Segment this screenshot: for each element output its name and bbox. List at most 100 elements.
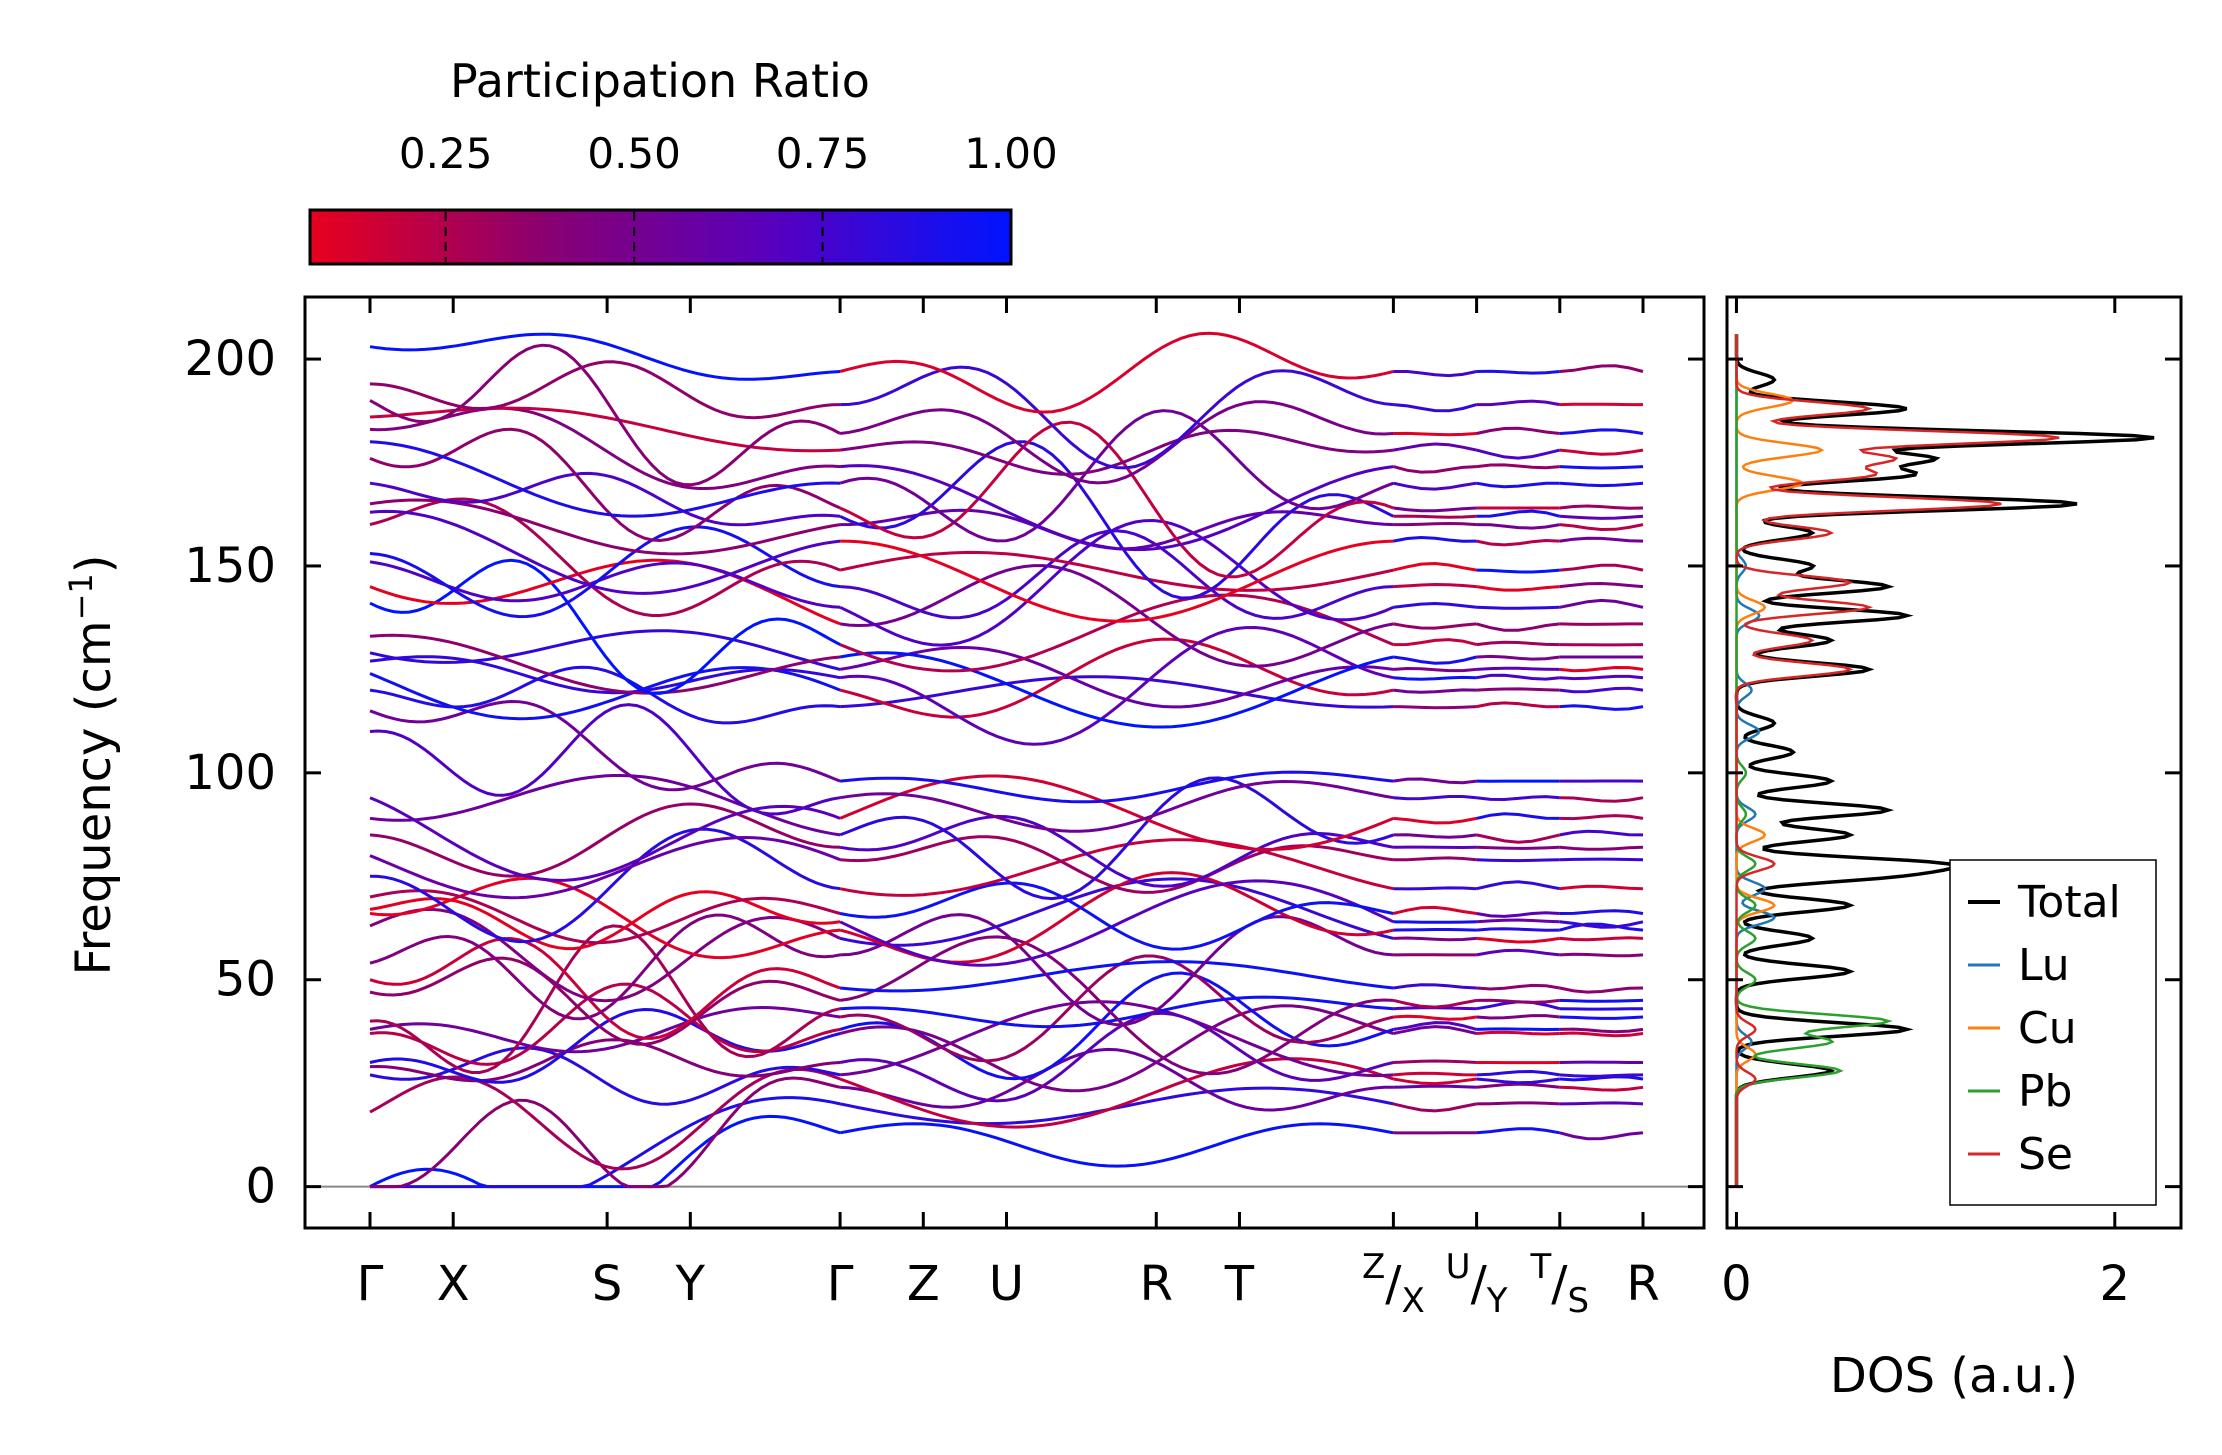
colorbar-tick-labels: 0.25 0.50 0.75 1.00: [399, 129, 1058, 178]
phonon-branch: [1476, 795, 1560, 802]
phonon-branch: [369, 699, 841, 792]
dos-x-tick-label: 2: [2100, 1256, 2131, 1312]
phonon-branch: [1559, 857, 1644, 862]
phonon-branch: [1476, 880, 1561, 891]
phonon-branch: [1393, 582, 1477, 589]
phonon-branch: [1393, 655, 1477, 665]
phonon-branch: [1476, 673, 1560, 681]
phonon-branch: [839, 409, 1394, 543]
phonon-branch: [839, 440, 1395, 600]
phonon-branch: [369, 774, 841, 837]
kpoint-label: Γ: [827, 1256, 854, 1312]
phonon-branch: [369, 936, 841, 1040]
phonon-branch: [1393, 1077, 1477, 1086]
dos-curves: [1734, 334, 2155, 1187]
kpoint-label: Γ: [357, 1256, 384, 1312]
phonon-branch: [1393, 920, 1477, 924]
phonon-branch: [1559, 428, 1644, 435]
phonon-branch: [1393, 431, 1477, 437]
phonon-branch: [1476, 1082, 1560, 1089]
phonon-branch: [1559, 622, 1643, 626]
band-y-ticks: 0 50 100 150 200: [184, 331, 1704, 1215]
phonon-branch: [1559, 465, 1644, 470]
phonon-branch: [839, 1122, 1394, 1168]
phonon-branch: [1393, 638, 1477, 647]
phonon-branch: [1393, 622, 1477, 630]
phonon-branch: [369, 890, 841, 951]
phonon-branch: [1476, 622, 1560, 632]
phonon-branch: [369, 332, 841, 381]
phonon-branch: [839, 1000, 1394, 1078]
phonon-branch: [840, 529, 1394, 620]
phonon-branch: [839, 331, 1394, 414]
phonon-branch: [1559, 1015, 1644, 1020]
phonon-branch: [1476, 448, 1561, 460]
phonon-branch: [1476, 911, 1560, 918]
phonon-branch: [1476, 640, 1560, 647]
band-y-tick-label: 150: [184, 538, 276, 594]
phonon-branch: [1476, 845, 1560, 850]
phonon-branch: [369, 633, 841, 695]
phonon-branch: [839, 954, 1394, 1063]
phonon-branch: [1393, 1059, 1477, 1064]
phonon-branch: [1476, 481, 1560, 489]
phonon-branch: [1476, 399, 1561, 407]
colorbar-tick-marks: [444, 212, 1012, 262]
phonon-branch: [840, 539, 1394, 623]
phonon-branch: [1559, 704, 1644, 711]
phonon-branch: [1476, 1030, 1560, 1036]
dos-curve-cu: [1735, 334, 1825, 1187]
phonon-branch: [1559, 1075, 1644, 1082]
phonon-branch: [1559, 514, 1644, 520]
phonon-branch: [1476, 983, 1561, 991]
phonon-branch: [1393, 886, 1477, 891]
phonon-branch: [369, 343, 841, 487]
phonon-branch: [1393, 983, 1477, 990]
phonon-branch: [369, 802, 841, 878]
phonon-branch: [1476, 369, 1560, 375]
phonon-branch: [369, 471, 841, 527]
phonon-branch: [369, 1007, 841, 1084]
phonon-branch: [1476, 666, 1560, 671]
phonon-branch: [1476, 998, 1560, 1004]
phonon-branch: [1559, 536, 1644, 543]
phonon-branch: [1559, 665, 1644, 673]
phonon-branch: [1393, 856, 1477, 862]
phonon-branch: [839, 518, 1394, 647]
phonon-branch: [839, 420, 1394, 579]
phonon-branch: [839, 1004, 1394, 1093]
colorbar-title: Participation Ratio: [450, 54, 870, 108]
phonon-branch: [839, 400, 1394, 485]
phonon-branch: [1559, 936, 1644, 942]
phonon-branch: [1559, 1101, 1644, 1106]
colorbar: Participation Ratio 0.25 0.50 0.75 1.00: [308, 54, 1058, 266]
phonon-branch: [369, 509, 841, 595]
legend-label-lu: Lu: [2018, 940, 2070, 991]
phonon-branch: [839, 776, 1394, 901]
phonon-branch: [1559, 986, 1644, 994]
phonon-branch: [1476, 1027, 1560, 1032]
phonon-branch: [1393, 442, 1477, 452]
kpoint-label: Y: [675, 1256, 706, 1312]
legend-label-cu: Cu: [2018, 1003, 2077, 1054]
phonon-branch: [839, 651, 1394, 729]
colorbar-tick-label: 1.00: [964, 129, 1058, 178]
phonon-branch: [1476, 1127, 1561, 1135]
phonon-branch: [1559, 674, 1644, 681]
phonon-branch: [1559, 523, 1644, 532]
phonon-branch: [1393, 1014, 1477, 1021]
phonon-branch: [1476, 927, 1560, 932]
phonon-branch: [1559, 598, 1644, 609]
phonon-branch: [1393, 370, 1477, 378]
phonon-branch: [1559, 1085, 1644, 1092]
phonon-branch: [369, 406, 841, 453]
phonon-branch: [1559, 922, 1644, 932]
phonon-branch: [1559, 581, 1644, 589]
phonon-branch: [839, 814, 1394, 888]
phonon-branch: [1476, 833, 1561, 844]
phonon-branch: [369, 924, 841, 1074]
phonon-branch: [1476, 538, 1560, 547]
phonon-branch: [1559, 884, 1644, 891]
phonon-bands: [369, 331, 1644, 1189]
dos-axes-frame: [1725, 295, 2183, 1230]
